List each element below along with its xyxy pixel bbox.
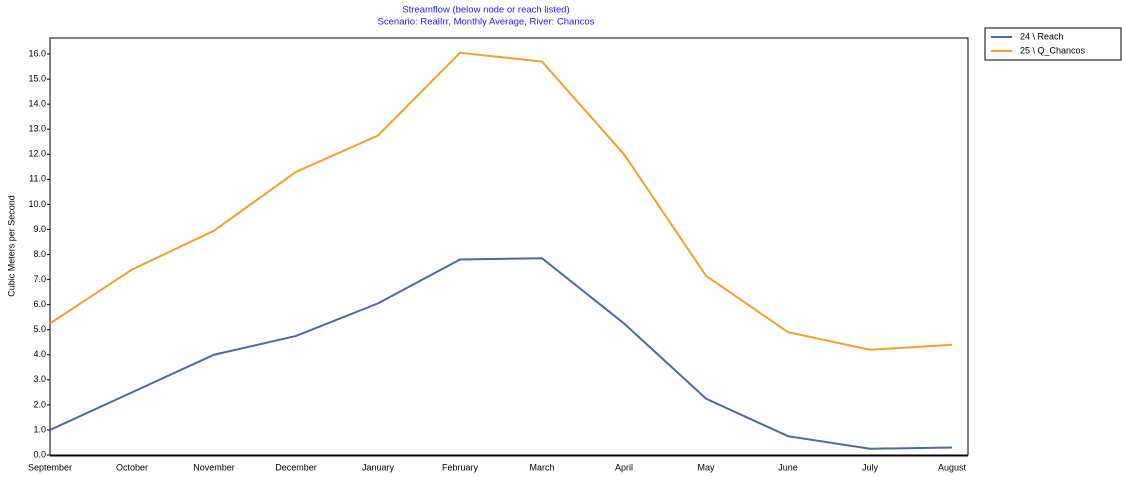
y-tick-label: 8.0: [33, 249, 46, 259]
x-tick-label: January: [362, 462, 395, 472]
x-tick-label: March: [529, 462, 554, 472]
y-tick-label: 4.0: [33, 349, 46, 359]
y-tick-label: 12.0: [28, 149, 46, 159]
legend-label: 25 \ Q_Chancos: [1020, 45, 1086, 55]
y-tick-label: 5.0: [33, 324, 46, 334]
series-line: [49, 257, 953, 450]
y-tick-label: 9.0: [33, 224, 46, 234]
y-tick-label: 10.0: [28, 199, 46, 209]
x-tick-label: February: [442, 462, 479, 472]
y-tick-label: 7.0: [33, 274, 46, 284]
legend-label: 24 \ Reach: [1020, 31, 1064, 41]
x-tick-label: May: [697, 462, 715, 472]
y-tick-label: 15.0: [28, 73, 46, 83]
y-axis-label: Cubic Meters per Second: [6, 195, 16, 297]
chart-title: Streamflow (below node or reach listed): [402, 5, 569, 16]
y-tick-label: 16.0: [28, 48, 46, 58]
x-tick-label: December: [275, 462, 317, 472]
x-tick-label: August: [938, 462, 967, 472]
x-tick-label: November: [193, 462, 235, 472]
y-tick-label: 3.0: [33, 374, 46, 384]
legend-box: [984, 27, 1122, 61]
y-tick-label: 1.0: [33, 424, 46, 434]
x-tick-label: July: [862, 462, 879, 472]
y-tick-label: 11.0: [29, 174, 46, 184]
x-tick-label: April: [615, 462, 633, 472]
y-tick-label: 2.0: [33, 399, 46, 409]
chart-subtitle: Scenario: RealIrr, Monthly Average, Rive…: [378, 17, 595, 28]
x-tick-label: October: [116, 462, 148, 472]
x-tick-label: September: [28, 462, 72, 472]
plot-frame: [49, 37, 969, 456]
y-tick-label: 6.0: [33, 299, 46, 309]
series-line: [49, 51, 953, 351]
y-tick-label: 13.0: [28, 124, 46, 134]
y-tick-label: 14.0: [28, 99, 46, 109]
y-tick-label: 0.0: [33, 449, 46, 459]
x-tick-label: June: [778, 462, 798, 472]
